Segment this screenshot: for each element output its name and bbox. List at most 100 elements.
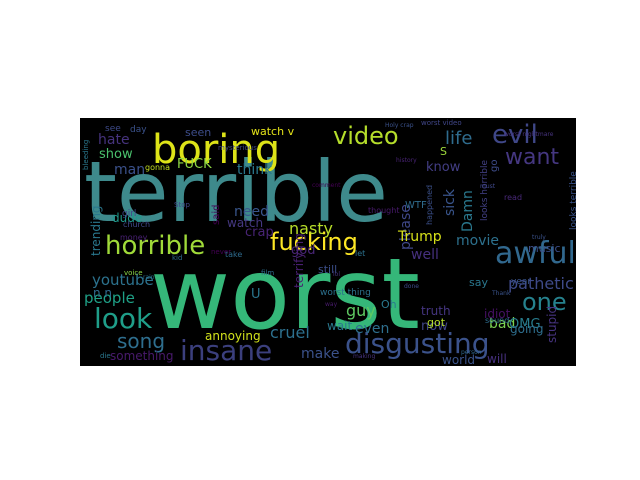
word: will [487,352,507,366]
word: cruel [270,323,310,342]
word: going [510,322,544,336]
word: watch [227,216,263,230]
word: pathetic [508,274,574,293]
word: got [427,316,446,329]
word: music [528,242,561,255]
word: seen [185,126,211,139]
word: now [421,319,448,334]
word: god [291,243,315,258]
word: world [442,353,475,366]
word: making [353,353,375,360]
word: Holy crap [385,122,414,129]
word: even [355,321,389,337]
word: worst nightmare [504,131,554,138]
word-cloud: terrible worst boring video evil want fu… [80,118,576,366]
word: lol [333,271,340,278]
word: evil [492,120,538,150]
word: trending [89,205,103,256]
word: need [234,204,269,220]
word: done [404,283,419,290]
word: youtube [92,271,154,289]
word: stupid [545,306,559,343]
word: WTF [405,200,427,211]
word: still [318,263,337,276]
word: worst thing [320,288,371,298]
word: bleeding [82,140,90,170]
word: worst video [421,119,462,127]
word: one [522,288,567,316]
word: die [100,352,111,360]
word: say [469,276,488,289]
word: crap [245,225,274,240]
word: said [211,205,222,225]
word: dude [112,211,142,225]
word: n n [93,286,112,300]
word: bad [489,316,515,332]
word: make [301,346,339,362]
word: please [398,204,414,250]
word: Damn [460,190,476,232]
word: idiot [484,307,511,321]
word: person [461,349,482,356]
word: people [84,289,135,307]
word-cloud-canvas: terrible worst boring video evil want fu… [82,119,576,366]
word: insane [180,334,272,366]
word: terrible [84,143,388,241]
word: show [99,147,133,162]
word: Oh [381,298,397,311]
word: see [105,124,121,134]
word: read [504,193,522,202]
word: watch v [251,125,295,138]
word: rain [143,274,155,281]
word: kid [172,254,182,262]
word: thought [368,206,399,215]
word: think [237,162,273,178]
word: gonna [145,163,170,172]
word: happened [425,185,434,225]
word: hate [98,132,130,148]
word: annoying [205,329,261,343]
word: Trump [397,229,442,245]
word: want [505,145,559,170]
word: FUCK [177,157,212,172]
word: video [333,122,399,150]
word: sound [485,316,509,325]
word: wait [327,319,353,333]
word: look [94,302,153,335]
word: looks terrible [569,171,576,230]
word: movie [456,233,499,249]
word: man [114,162,145,178]
word: must [480,183,496,190]
word: sick [442,188,458,216]
word: never [211,248,231,256]
word: Stop [174,201,190,209]
word: U [251,287,261,302]
word: know [426,160,461,175]
word: film [261,269,274,277]
word: voice [124,269,143,277]
word: song [117,329,165,353]
word: let [355,249,365,258]
word: well [411,247,439,263]
word: awful [495,236,576,271]
word: go [489,160,500,172]
word: S [440,145,447,158]
word: year [511,277,531,287]
word: truth [421,304,451,318]
word: disgusting [345,327,490,360]
word: money [120,233,148,242]
word: worst [150,238,420,352]
word: terrifying [292,233,306,288]
word: way [325,301,338,308]
word: boring [152,127,280,173]
word: Thank [491,290,511,297]
word: take [225,250,242,259]
word: church [123,220,150,229]
word: guy [346,301,376,320]
word: truly [532,234,546,241]
word: nasty [289,219,333,238]
word: day [130,125,147,135]
word: mysterious [218,144,257,152]
word: girl [122,209,136,219]
word: looks horrible [480,160,490,221]
